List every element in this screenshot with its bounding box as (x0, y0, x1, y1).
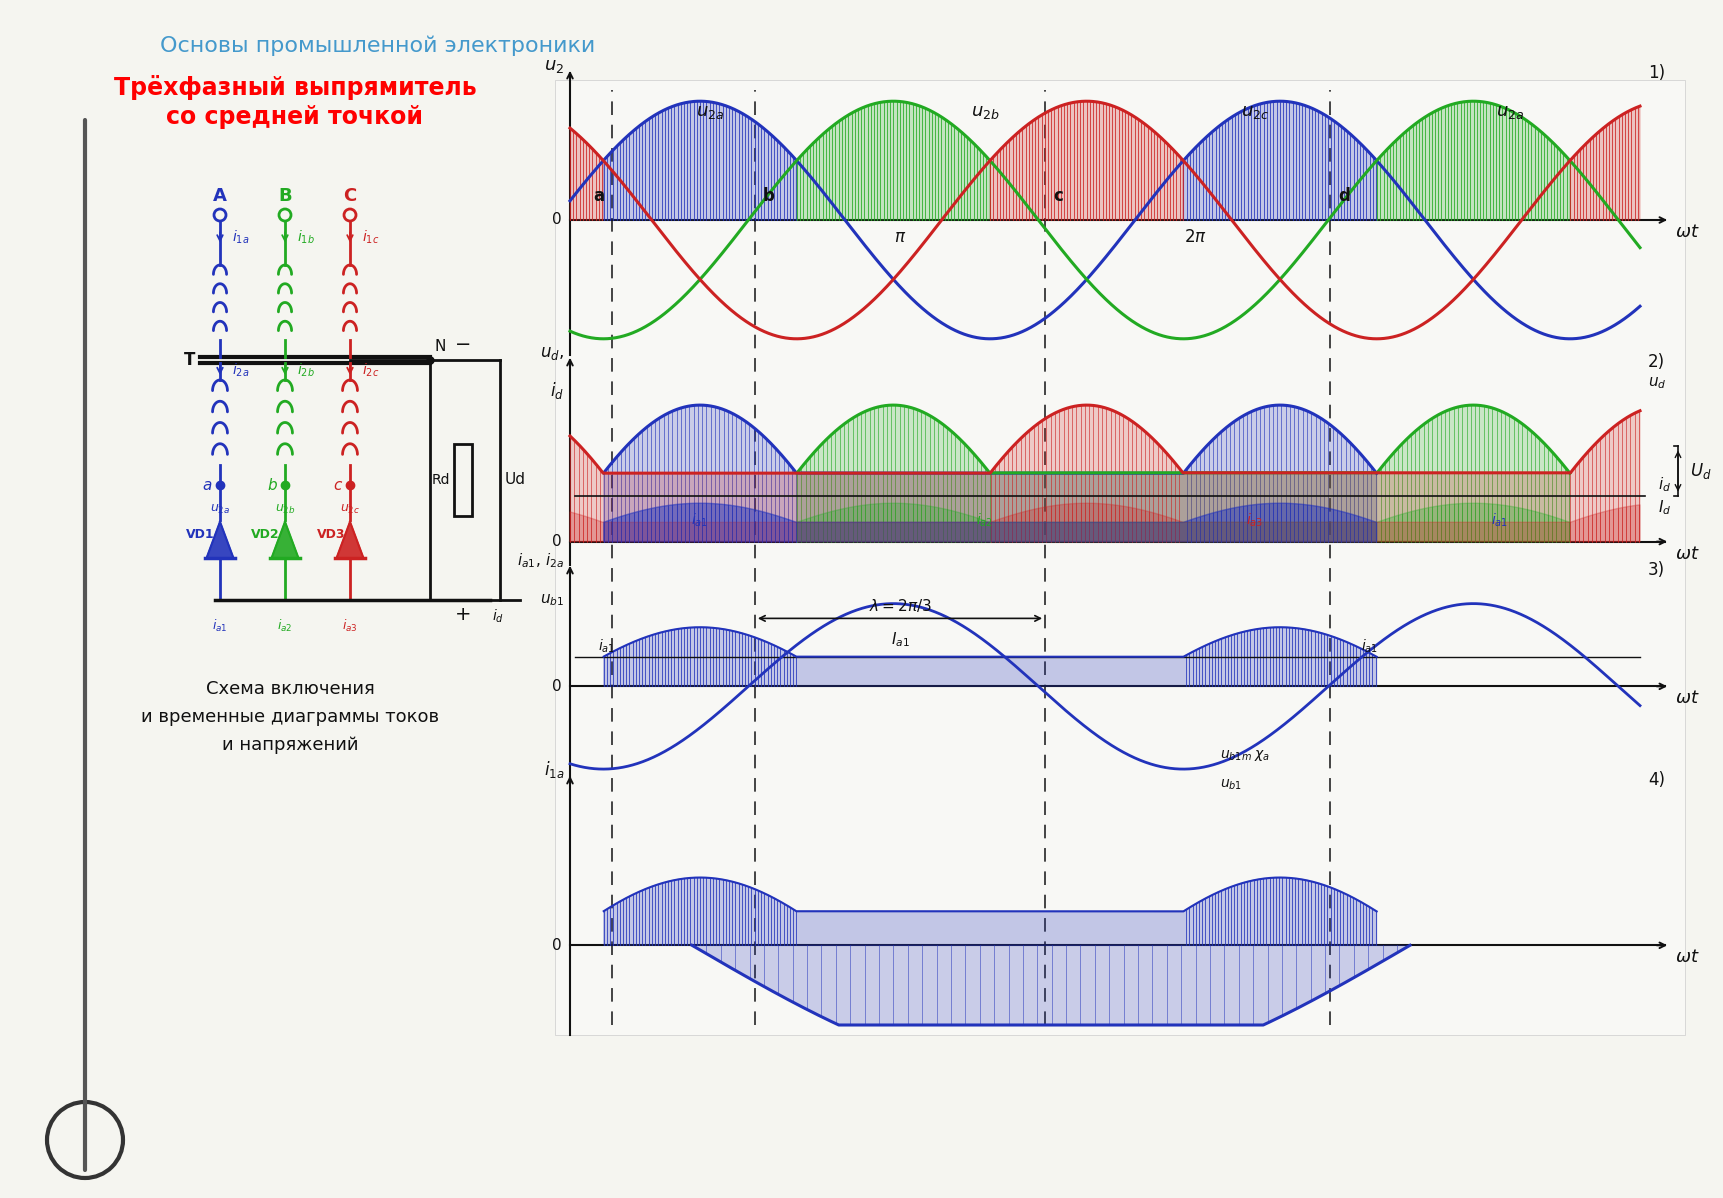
Polygon shape (570, 405, 1640, 541)
Text: 3): 3) (1647, 561, 1664, 579)
Text: Ud: Ud (505, 472, 526, 488)
Text: $i_{a3}$: $i_{a3}$ (1246, 512, 1263, 530)
Text: A: A (214, 187, 227, 205)
Polygon shape (798, 405, 1570, 541)
Text: b: b (763, 187, 775, 205)
Polygon shape (603, 101, 796, 220)
Polygon shape (603, 878, 1377, 945)
Text: $i_d$: $i_d$ (493, 609, 505, 625)
Text: VD2: VD2 (252, 528, 281, 541)
Text: $i_{2c}$: $i_{2c}$ (362, 362, 379, 379)
Text: $I_{a1}$: $I_{a1}$ (891, 630, 910, 649)
Polygon shape (603, 405, 1377, 541)
Text: $u_2$: $u_2$ (544, 58, 563, 75)
Text: $+$: $+$ (455, 605, 470, 624)
Text: b: b (267, 478, 277, 492)
Text: Основы промышленной электроники: Основы промышленной электроники (160, 35, 594, 55)
Polygon shape (570, 503, 1640, 541)
Text: VD3: VD3 (317, 528, 345, 541)
Text: $\omega t$: $\omega t$ (1675, 949, 1699, 967)
Text: $i_{a2}$: $i_{a2}$ (977, 512, 994, 530)
Text: VD1: VD1 (186, 528, 215, 541)
Polygon shape (1377, 101, 1570, 220)
Text: 4): 4) (1647, 772, 1664, 789)
Polygon shape (1570, 107, 1640, 220)
Text: $U_d$: $U_d$ (1690, 461, 1711, 482)
Text: $i_{1c}$: $i_{1c}$ (362, 229, 379, 246)
Text: $u_{2a}$: $u_{2a}$ (696, 103, 724, 121)
Polygon shape (570, 128, 603, 220)
Text: Rd: Rd (432, 473, 450, 488)
Polygon shape (603, 503, 1377, 541)
Text: 0: 0 (553, 212, 562, 228)
Text: $i_{a1}$: $i_{a1}$ (598, 637, 615, 655)
Text: $u_{b1}$: $u_{b1}$ (1220, 778, 1242, 792)
Text: 0: 0 (553, 938, 562, 952)
Text: a: a (203, 478, 212, 492)
Polygon shape (1184, 101, 1377, 220)
Text: $i_{a2}$: $i_{a2}$ (277, 618, 293, 634)
Text: $u_{2a}$: $u_{2a}$ (1496, 103, 1525, 121)
Text: $i_d$: $i_d$ (1658, 476, 1671, 495)
Polygon shape (207, 522, 234, 558)
Text: Схема включения
и временные диаграммы токов
и напряжений: Схема включения и временные диаграммы то… (141, 680, 439, 754)
Text: 1): 1) (1647, 63, 1664, 81)
Text: $u_{2a}$: $u_{2a}$ (210, 503, 231, 516)
Text: $i_{2b}$: $i_{2b}$ (296, 362, 315, 379)
Text: $\omega t$: $\omega t$ (1675, 223, 1699, 241)
Text: B: B (277, 187, 291, 205)
Text: $u_{2b}$: $u_{2b}$ (970, 103, 999, 121)
Text: d: d (1339, 187, 1349, 205)
Text: $i_{a1}$: $i_{a1}$ (1361, 637, 1378, 655)
Text: N: N (434, 339, 446, 353)
Text: $i_{2a}$: $i_{2a}$ (233, 362, 250, 379)
Text: $i_{1b}$: $i_{1b}$ (296, 229, 315, 246)
Text: T: T (184, 351, 195, 369)
Text: $i_{1a}$: $i_{1a}$ (544, 760, 563, 780)
Text: $I_d$: $I_d$ (1658, 498, 1671, 518)
Text: 0: 0 (553, 679, 562, 694)
Polygon shape (603, 628, 1377, 686)
Text: 0: 0 (553, 534, 562, 549)
Polygon shape (272, 522, 298, 558)
Polygon shape (693, 945, 1409, 1025)
Text: c: c (1053, 187, 1063, 205)
Text: $u_d$: $u_d$ (1647, 375, 1666, 391)
Text: $i_{a1}$: $i_{a1}$ (691, 512, 708, 530)
Text: $i_{a1}$: $i_{a1}$ (1492, 512, 1509, 530)
Text: $\lambda=2\pi/3$: $\lambda=2\pi/3$ (868, 598, 932, 615)
Text: Трёхфазный выпрямитель: Трёхфазный выпрямитель (114, 75, 476, 99)
Text: $u_{2c}$: $u_{2c}$ (339, 503, 360, 516)
Text: a: a (593, 187, 605, 205)
Polygon shape (798, 101, 989, 220)
Text: $i_{a1},\,i_{2a}$: $i_{a1},\,i_{2a}$ (517, 551, 563, 570)
Text: $u_{2c}$: $u_{2c}$ (1241, 103, 1270, 121)
Text: C: C (343, 187, 357, 205)
Text: c: c (334, 478, 341, 492)
Text: $2\pi$: $2\pi$ (1184, 228, 1206, 246)
Text: $i_d$: $i_d$ (550, 380, 563, 401)
Text: $u_d,$: $u_d,$ (539, 344, 563, 362)
Text: $u_{b1}$: $u_{b1}$ (539, 592, 563, 607)
Text: $i_{a3}$: $i_{a3}$ (343, 618, 358, 634)
Text: $-$: $-$ (455, 333, 470, 352)
Polygon shape (603, 503, 1377, 541)
Text: $\omega t$: $\omega t$ (1675, 689, 1699, 707)
Text: со средней точкой: со средней точкой (167, 105, 424, 129)
Text: 2): 2) (1647, 353, 1664, 371)
Text: $\omega t$: $\omega t$ (1675, 545, 1699, 563)
Polygon shape (336, 522, 364, 558)
Text: $i_{1a}$: $i_{1a}$ (233, 229, 250, 246)
Text: $u_{b1m}\;\chi_a$: $u_{b1m}\;\chi_a$ (1220, 748, 1270, 763)
Polygon shape (798, 503, 1570, 541)
Text: $i_{a1}$: $i_{a1}$ (212, 618, 227, 634)
Text: $u_{2b}$: $u_{2b}$ (274, 503, 295, 516)
FancyBboxPatch shape (555, 80, 1685, 1035)
Text: $\pi$: $\pi$ (894, 228, 906, 246)
Polygon shape (991, 101, 1184, 220)
